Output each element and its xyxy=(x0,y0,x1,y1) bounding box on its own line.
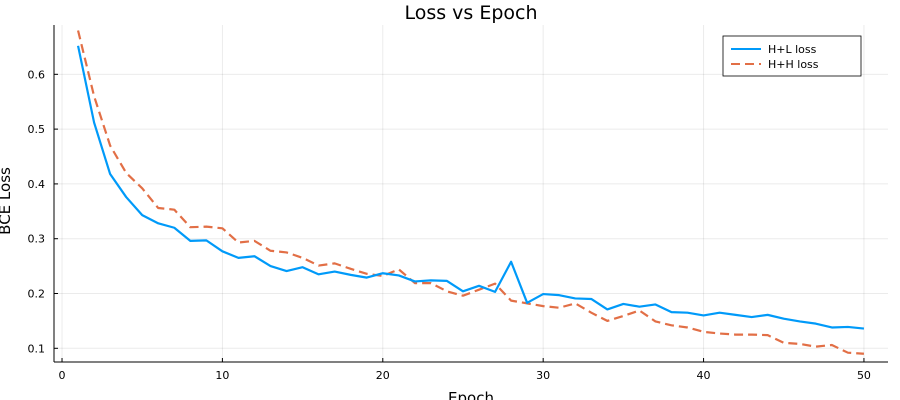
y-tick-label: 0.3 xyxy=(28,233,46,246)
x-tick-label: 50 xyxy=(857,369,871,382)
legend: H+L loss H+H loss xyxy=(722,35,862,77)
legend-label-hl: H+L loss xyxy=(768,43,817,56)
series-line-hh-loss xyxy=(76,30,865,355)
series-line-hl-loss xyxy=(76,45,865,330)
y-tick-label: 0.4 xyxy=(28,178,46,191)
x-tick-label: 0 xyxy=(59,369,66,382)
x-tick-label: 40 xyxy=(697,369,711,382)
series-layer xyxy=(76,30,865,355)
x-tick-label: 10 xyxy=(215,369,229,382)
grid xyxy=(54,25,888,362)
legend-label-hh: H+H loss xyxy=(768,58,819,71)
x-tick-label: 20 xyxy=(376,369,390,382)
y-ticks: 0.1 0.2 0.3 0.4 0.5 0.6 xyxy=(28,68,58,355)
y-axis-label: BCE Loss xyxy=(0,167,14,235)
y-tick-label: 0.5 xyxy=(28,123,46,136)
y-tick-label: 0.1 xyxy=(28,342,46,355)
chart-title: Loss vs Epoch xyxy=(404,2,537,24)
legend-box xyxy=(722,35,862,77)
x-ticks: 0 10 20 30 40 50 xyxy=(59,358,871,382)
x-tick-label: 30 xyxy=(536,369,550,382)
y-tick-label: 0.6 xyxy=(28,68,46,81)
x-axis-label: Epoch xyxy=(448,389,494,400)
y-tick-label: 0.2 xyxy=(28,288,46,301)
